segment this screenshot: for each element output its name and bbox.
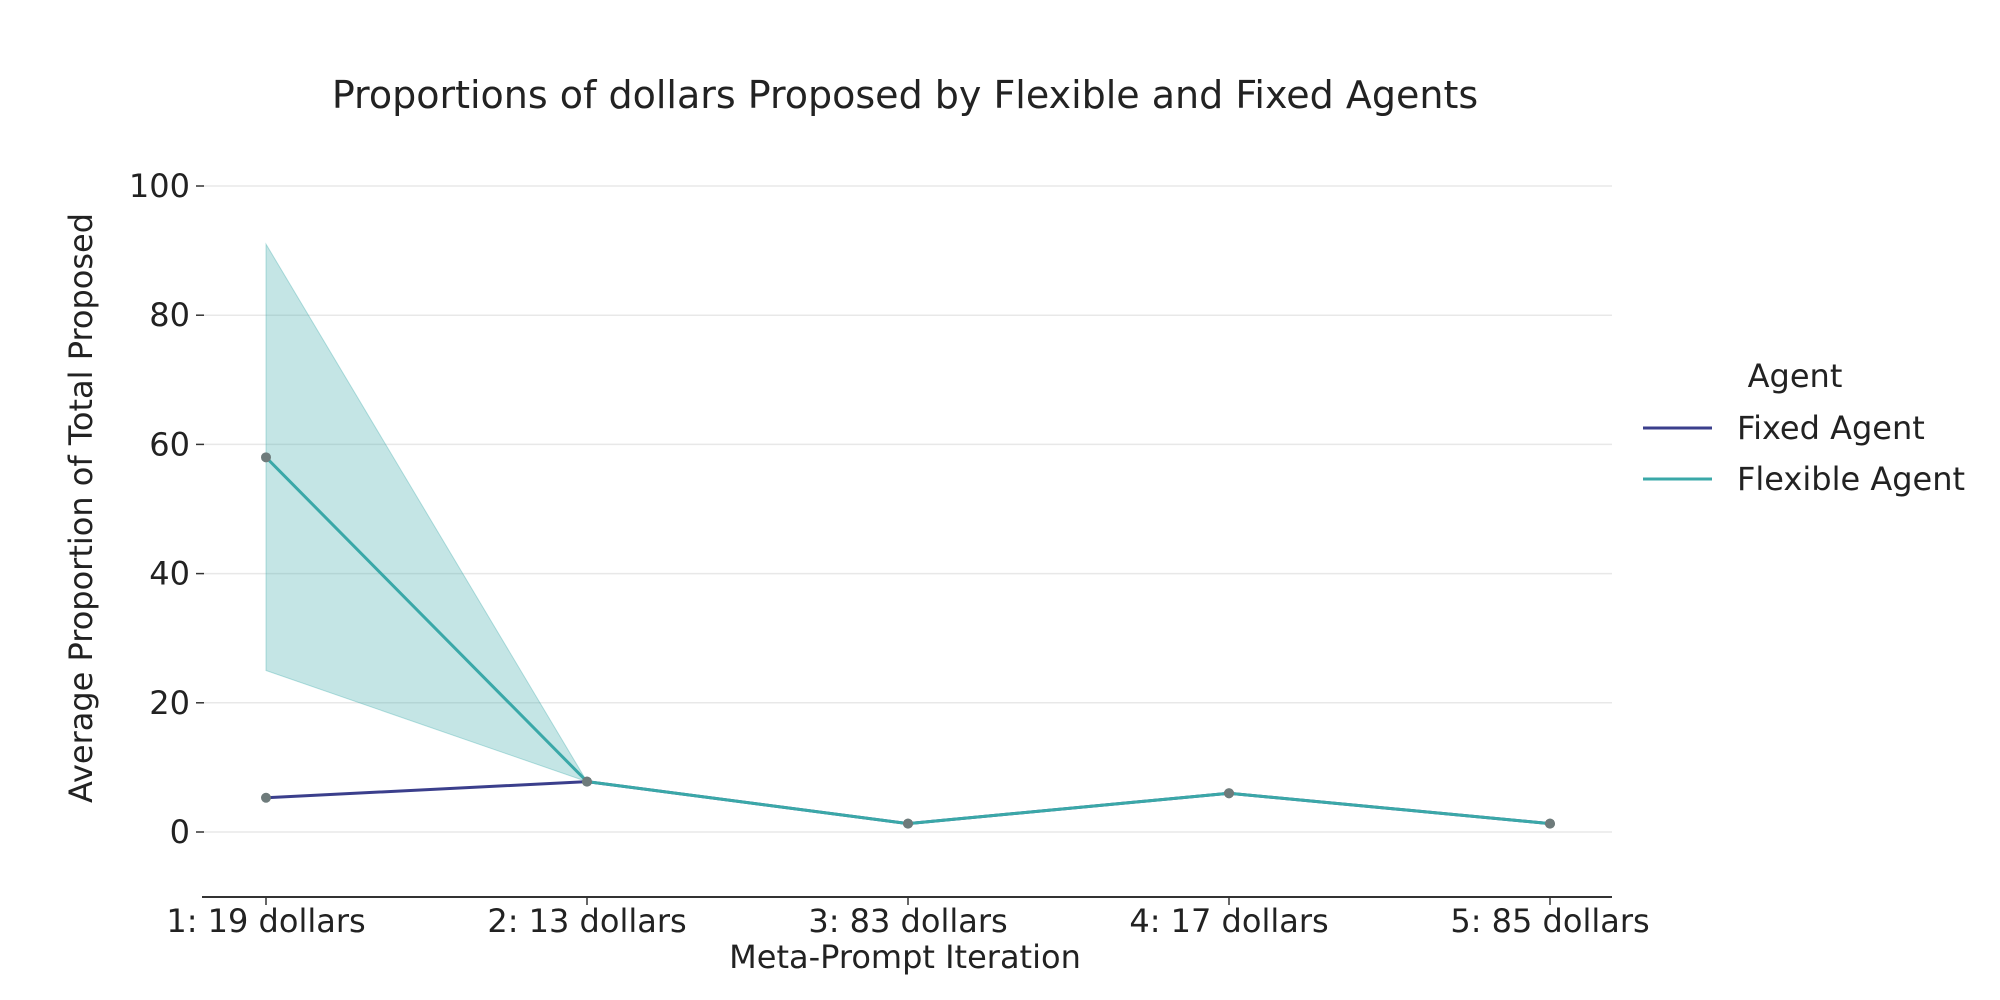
confidence-bands — [265, 242, 1551, 825]
x-tick-label-5: 5: 85 dollars — [1450, 902, 1649, 940]
y-tick-label-40: 40 — [149, 555, 190, 593]
x-axis-title: Meta-Prompt Iteration — [729, 938, 1081, 976]
legend: Agent Fixed Agent Flexible Agent — [1643, 357, 1965, 498]
gridlines — [202, 185, 1612, 833]
x-tick-label-1: 1: 19 dollars — [166, 902, 365, 940]
y-tick-label-60: 60 — [149, 425, 190, 463]
x-tick-label-2: 2: 13 dollars — [487, 902, 686, 940]
y-tick-label-80: 80 — [149, 296, 190, 334]
series-points — [261, 452, 1555, 829]
y-axis-title: Average Proportion of Total Proposed — [62, 213, 100, 803]
legend-label-series-1: Fixed Agent — [1737, 409, 1925, 447]
x-tick-label-3: 3: 83 dollars — [808, 902, 1007, 940]
legend-label-series-2: Flexible Agent — [1737, 460, 1965, 498]
legend-title: Agent — [1748, 357, 1843, 395]
y-tick-label-100: 100 — [129, 167, 190, 205]
x-tick-label-4: 4: 17 dollars — [1129, 902, 1328, 940]
chart-title: Proportions of dollars Proposed by Flexi… — [332, 73, 1478, 117]
axes: 0 20 40 60 80 100 1: 19 dollars 2: 13 dollars 3:… — [129, 167, 1650, 940]
point-series-2-1 — [261, 452, 271, 463]
line-series-1 — [265, 780, 1551, 826]
point-series-2-5 — [1545, 818, 1555, 829]
confidence-band-series-2 — [265, 242, 1551, 825]
point-series-2-3 — [903, 818, 913, 829]
point-series-1-1 — [261, 792, 271, 803]
point-series-2-2 — [582, 776, 592, 787]
y-tick-label-0: 0 — [170, 813, 190, 851]
y-tick-label-20: 20 — [149, 684, 190, 722]
point-series-2-4 — [1224, 788, 1234, 799]
